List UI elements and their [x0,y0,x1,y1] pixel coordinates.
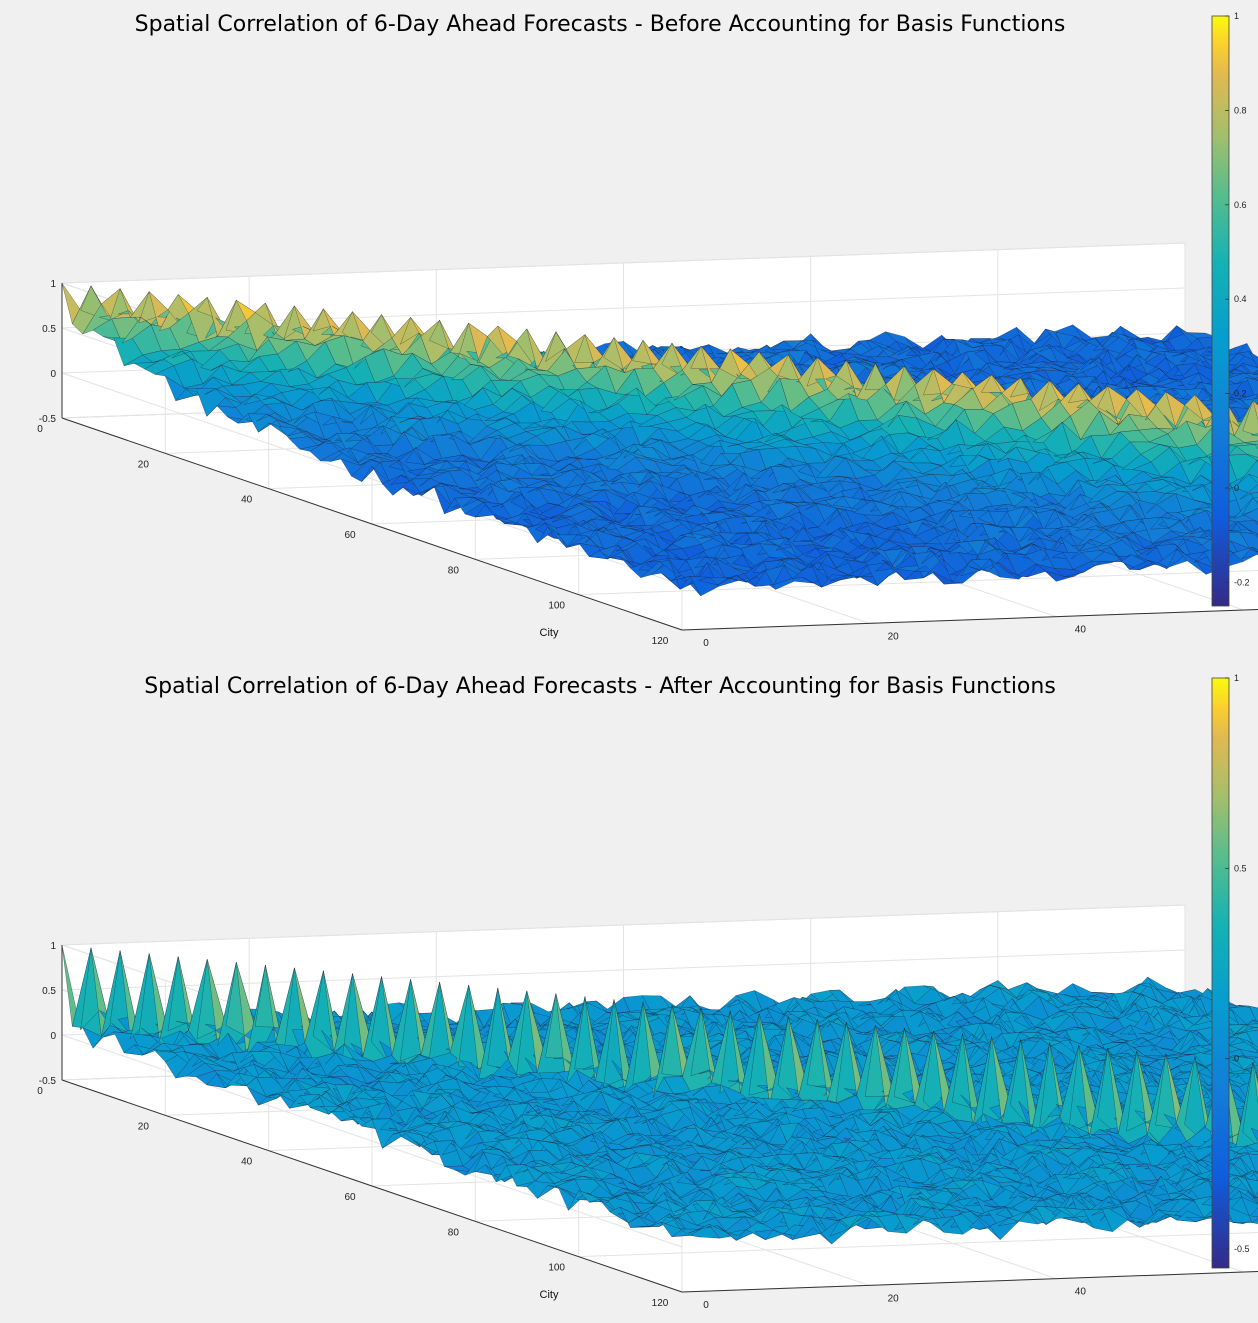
gridline [61,949,1186,991]
y-tick-label: 40 [1075,625,1087,636]
colorbar-tick-label: 0.2 [1234,389,1247,399]
surface-plot-before: 020406080100120020406080100120-0.500.51C… [37,11,1258,649]
colorbar-tick-label: 0.8 [1234,105,1247,115]
gridline [578,1231,1258,1258]
x-tick-label: 80 [448,565,460,576]
surface-patch [1254,377,1258,380]
axis-lines: 020406080100120020406080100120-0.500.51C… [37,279,1258,649]
surface-patch [1251,547,1258,552]
y-tick-label: 0 [703,638,709,649]
surface-patch [1248,474,1258,484]
y-tick-label: 20 [888,631,900,642]
surface-patch [1241,363,1258,376]
surface-patch [1239,531,1258,553]
surface-patch [1249,548,1258,553]
colorbar-tick-label: 0 [1234,483,1239,493]
colorbar-scale [1211,15,1230,607]
surface-plot-after: 020406080100120020406080100120-0.500.51C… [37,673,1258,1311]
surface-patch [1246,453,1258,461]
z-tick-label: 1 [50,279,56,290]
colorbar-tick-label: 1 [1234,11,1239,21]
colorbar-tick-label: 0.4 [1234,294,1247,304]
y-axis-line [681,608,1258,631]
gridline [578,569,1258,596]
chart-title: Spatial Correlation of 6-Day Ahead Forec… [134,12,1066,37]
chart-panel-before: Spatial Correlation of 6-Day Ahead Forec… [37,11,1258,649]
gridline [61,372,683,586]
gridline [61,1034,683,1248]
surface-patch [1252,373,1258,376]
surface-patch [1252,399,1258,421]
surface-patch [1254,444,1258,450]
surface-patch [1235,444,1258,458]
x-tick-label: 100 [548,601,565,612]
x-axis-line [61,417,683,631]
surface-patch [1247,529,1258,538]
z-tick-label: -0.5 [39,414,57,425]
z-tick-label: 0 [50,369,56,380]
x-axis-label: City [540,627,559,639]
x-tick-label: 120 [652,636,669,647]
surface [61,282,1258,597]
surface-patch [1248,351,1258,368]
z-tick-label: 0.5 [42,324,56,335]
surface-patch [1254,520,1258,526]
colorbar-tick-label: -0.2 [1234,577,1250,587]
x-tick-label: 0 [37,424,43,435]
surface-patch [1243,508,1258,523]
surface-patch [1240,484,1258,500]
gridline [61,904,1186,946]
x-tick-label: 60 [344,530,356,541]
surface-patch [1252,497,1258,503]
chart-title: Spatial Correlation of 6-Day Ahead Forec… [144,674,1056,699]
colorbar-tick-label: 0.6 [1234,200,1247,210]
gridline [61,242,1186,284]
surface-patch [1244,440,1258,446]
colorbar: 1 0.8 0.6 0.4 0.2 0 -0.2 [1211,11,1250,607]
x-tick-label: 40 [241,495,253,506]
chart-panel-after: Spatial Correlation of 6-Day Ahead Forec… [0,662,1258,1323]
surface [61,944,1258,1245]
x-tick-label: 20 [138,459,150,470]
surface-patch [1238,459,1258,485]
